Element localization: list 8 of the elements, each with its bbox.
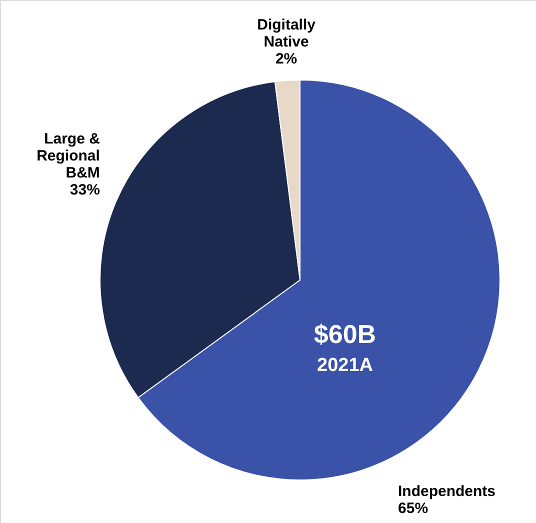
text: 2021A bbox=[317, 355, 374, 376]
slice-label: Independents bbox=[398, 483, 496, 500]
slice-label: Digitally Native bbox=[257, 16, 316, 50]
text: $60B bbox=[314, 319, 376, 349]
data-label: 33% bbox=[70, 181, 100, 198]
data-label: 2% bbox=[275, 50, 298, 68]
data-label: 65% bbox=[398, 500, 428, 517]
slice-label: Large & Regional B&M bbox=[36, 130, 100, 182]
